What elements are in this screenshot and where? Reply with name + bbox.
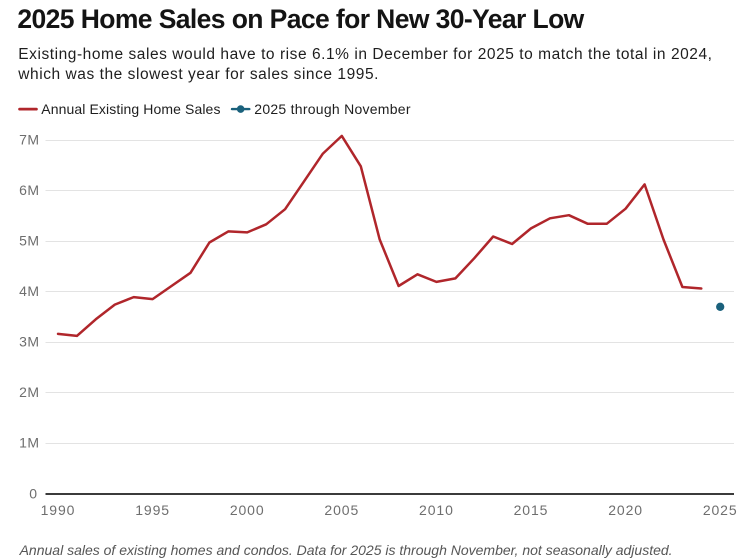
svg-text:2M: 2M — [19, 384, 39, 400]
svg-text:2015: 2015 — [514, 502, 549, 518]
svg-text:2005: 2005 — [324, 502, 359, 518]
svg-text:5M: 5M — [19, 233, 39, 249]
svg-text:2010: 2010 — [419, 502, 454, 518]
svg-text:0: 0 — [29, 486, 37, 502]
svg-text:3M: 3M — [19, 334, 39, 350]
svg-text:6M: 6M — [19, 182, 39, 198]
svg-text:2020: 2020 — [608, 502, 643, 518]
svg-text:1M: 1M — [19, 435, 39, 451]
svg-text:1995: 1995 — [135, 502, 170, 518]
svg-text:1990: 1990 — [41, 502, 76, 518]
svg-text:2000: 2000 — [230, 502, 265, 518]
svg-text:2025: 2025 — [703, 502, 738, 518]
svg-text:4M: 4M — [19, 283, 39, 299]
svg-text:7M: 7M — [19, 132, 39, 148]
